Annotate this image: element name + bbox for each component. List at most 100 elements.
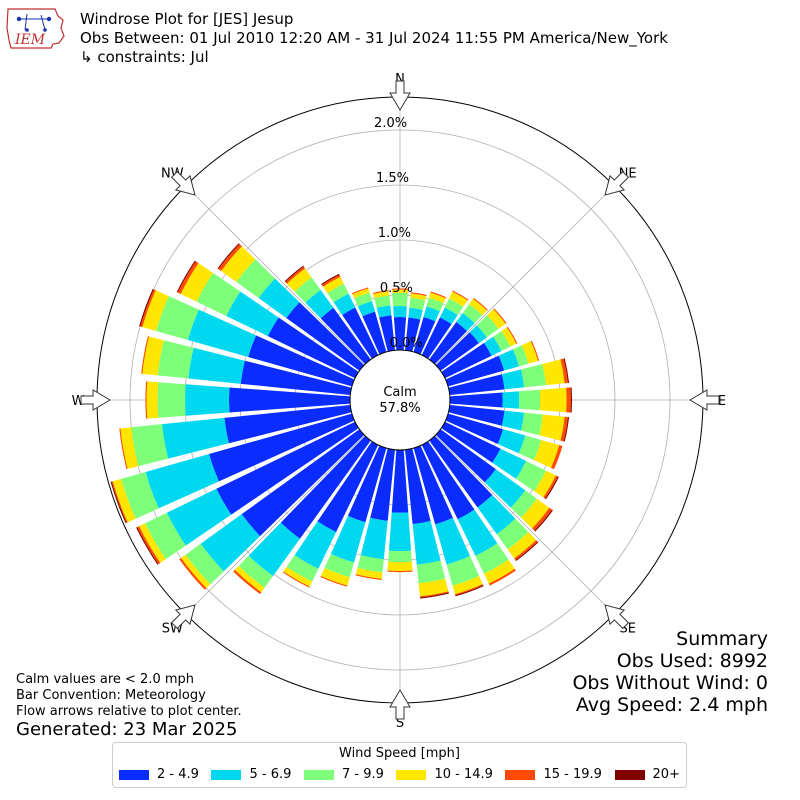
wedge-0-bin-4 bbox=[391, 288, 409, 290]
wedge-140-bin-4 bbox=[514, 539, 538, 561]
wedge-50-bin-4 bbox=[493, 308, 507, 324]
wedge-270-bin-0 bbox=[229, 387, 351, 413]
wedge-240-bin-5 bbox=[136, 527, 159, 565]
grid-spoke bbox=[435, 435, 615, 615]
wedge-50-bin-0 bbox=[435, 332, 479, 371]
wedge-120-bin-1 bbox=[492, 448, 527, 479]
wedge-340-bin-4 bbox=[351, 287, 369, 295]
calm-definition: Calm values are < 2.0 mph bbox=[16, 672, 195, 687]
direction-label-s: S bbox=[396, 716, 404, 731]
radial-tick-label: 1.0% bbox=[378, 226, 411, 241]
legend-item: 7 - 9.9 bbox=[303, 767, 384, 782]
wedge-300-bin-4 bbox=[177, 261, 199, 294]
wedge-200-bin-1 bbox=[330, 515, 366, 563]
wedge-70-bin-2 bbox=[512, 345, 529, 367]
legend-item: 20+ bbox=[614, 767, 680, 782]
avg-speed: Avg Speed: 2.4 mph bbox=[575, 694, 768, 716]
logo-text: IEM bbox=[14, 32, 46, 48]
wedge-130-bin-4 bbox=[532, 507, 553, 531]
obs-used: Obs Used: 8992 bbox=[616, 650, 768, 672]
wedge-160-bin-1 bbox=[435, 517, 471, 565]
wedge-80-bin-2 bbox=[520, 363, 547, 388]
wedge-240-bin-1 bbox=[166, 488, 232, 546]
wedge-200-bin-3 bbox=[320, 568, 350, 586]
wedge-0-bin-2 bbox=[392, 292, 408, 307]
flow-arrow-se bbox=[604, 604, 630, 630]
wedge-20-bin-1 bbox=[423, 306, 440, 322]
wedge-0-bin-3 bbox=[391, 289, 409, 294]
wedge-40-bin-0 bbox=[429, 321, 468, 365]
wedge-240-bin-3 bbox=[139, 523, 166, 563]
wedge-180-bin-0 bbox=[391, 449, 409, 513]
flow-arrow-n bbox=[389, 80, 411, 111]
wedge-290-bin-4 bbox=[140, 289, 156, 328]
wedge-40-bin-4 bbox=[473, 297, 488, 311]
wedge-130-bin-3 bbox=[521, 498, 550, 529]
wedge-200-bin-2 bbox=[324, 553, 355, 578]
legend-swatch bbox=[303, 769, 334, 780]
chart-title: Windrose Plot for [JES] Jesup bbox=[80, 10, 294, 28]
wedge-340-bin-1 bbox=[357, 301, 376, 317]
wedge-210-bin-0 bbox=[317, 441, 379, 533]
wedge-260-bin-2 bbox=[131, 424, 169, 467]
chart-header: Windrose Plot for [JES] Jesup Obs Betwee… bbox=[80, 10, 668, 67]
wedge-290-bin-5 bbox=[139, 288, 154, 327]
wedge-210-bin-1 bbox=[294, 521, 337, 569]
wedge-310-bin-5 bbox=[217, 243, 240, 270]
wedge-350-bin-4 bbox=[372, 290, 389, 294]
wedge-250-bin-3 bbox=[112, 478, 136, 523]
wedge-30-bin-4 bbox=[452, 290, 469, 301]
flow-arrow-e bbox=[689, 389, 720, 411]
wedge-110-bin-2 bbox=[518, 435, 542, 461]
wedge-190-bin-2 bbox=[357, 555, 384, 573]
wedge-130-bin-5 bbox=[534, 509, 553, 532]
wedge-340-bin-2 bbox=[354, 292, 373, 307]
wedge-350-bin-1 bbox=[376, 305, 392, 318]
wedge-140-bin-3 bbox=[507, 532, 537, 559]
wedge-230-bin-4 bbox=[179, 557, 207, 590]
wedge-130-bin-0 bbox=[435, 429, 496, 483]
grid-spoke bbox=[185, 435, 365, 615]
wedge-140-bin-5 bbox=[515, 541, 539, 561]
wedge-180-bin-4 bbox=[387, 570, 413, 573]
wedge-60-bin-1 bbox=[484, 336, 502, 356]
wedge-100-bin-2 bbox=[520, 412, 543, 436]
wedge-220-bin-2 bbox=[238, 555, 273, 588]
wedge-220-bin-3 bbox=[234, 565, 265, 593]
legend-label: 2 - 4.9 bbox=[157, 767, 199, 782]
wedge-190-bin-3 bbox=[355, 567, 383, 579]
wedge-180-bin-2 bbox=[388, 550, 412, 563]
wedge-60-bin-2 bbox=[493, 331, 511, 351]
wedge-90-bin-0 bbox=[449, 392, 503, 408]
wedge-100-bin-1 bbox=[501, 410, 525, 431]
constraints: ↳ constraints: Jul bbox=[80, 48, 209, 66]
wedge-260-bin-3 bbox=[120, 427, 139, 469]
wedge-240-bin-4 bbox=[137, 526, 161, 565]
wedge-260-bin-0 bbox=[224, 405, 352, 444]
wedge-270-bin-3 bbox=[146, 381, 159, 419]
wedge-10-bin-3 bbox=[410, 293, 427, 301]
iem-logo: IEM bbox=[5, 6, 67, 50]
flow-arrow-nw bbox=[170, 170, 196, 196]
wedge-30-bin-2 bbox=[444, 298, 464, 315]
wedge-300-bin-5 bbox=[176, 260, 196, 293]
wedge-40-bin-3 bbox=[469, 298, 488, 316]
flow-arrow-sw bbox=[170, 604, 196, 630]
wedge-160-bin-4 bbox=[454, 584, 484, 596]
wedge-160-bin-5 bbox=[455, 585, 484, 597]
wedge-330-bin-2 bbox=[327, 283, 349, 303]
wedge-10-bin-1 bbox=[408, 307, 423, 320]
wedge-90-bin-2 bbox=[518, 389, 541, 411]
wedge-80-bin-1 bbox=[501, 369, 525, 390]
wedge-120-bin-4 bbox=[543, 475, 558, 499]
wedge-280-bin-3 bbox=[142, 336, 164, 376]
wedge-130-bin-1 bbox=[484, 469, 526, 508]
wedge-10-bin-0 bbox=[405, 317, 421, 352]
wedge-230-bin-1 bbox=[200, 514, 261, 572]
wedge-310-bin-1 bbox=[258, 278, 300, 318]
wedge-330-bin-0 bbox=[342, 307, 379, 359]
wedge-230-bin-0 bbox=[241, 429, 365, 537]
wedge-340-bin-0 bbox=[362, 311, 387, 355]
wedge-220-bin-0 bbox=[280, 435, 371, 539]
radial-tick-label: 2.0% bbox=[374, 116, 407, 131]
